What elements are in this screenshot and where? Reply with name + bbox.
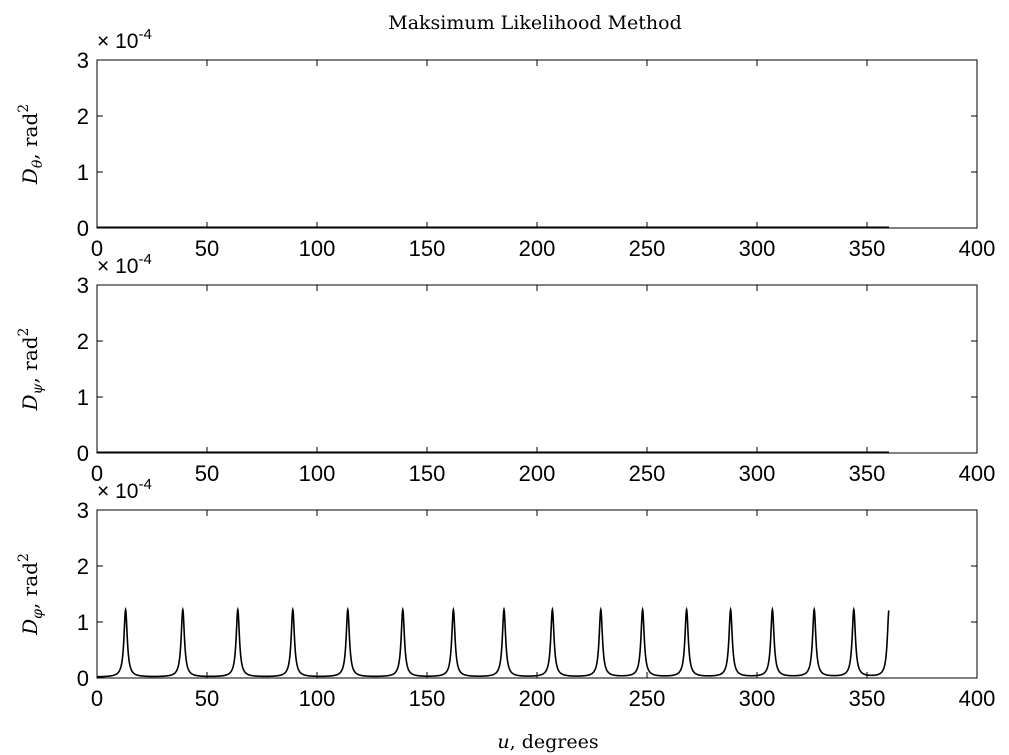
y-axis-label-symbol: D (18, 168, 42, 185)
series-line (97, 606, 890, 678)
y-tick-label: 1 (77, 385, 89, 410)
x-axis-label: u, degrees (497, 731, 598, 753)
y-axis-label-symbol: D (18, 619, 42, 636)
y-exponent-base: × 10 (97, 30, 138, 53)
y-axis-label-subscript: ψ (30, 382, 46, 394)
x-tick-label: 100 (299, 461, 336, 486)
x-tick-label: 200 (519, 461, 556, 486)
x-tick-label: 250 (629, 686, 666, 711)
x-tick-label: 300 (739, 686, 776, 711)
y-axis-label: Dφ, rad2 (16, 553, 46, 636)
x-tick-label: 250 (629, 236, 666, 261)
x-tick-label: 350 (849, 236, 886, 261)
panel-2: 0 50 100 150 200 250 300 350 400 0 1 2 3 × 10-4 Dψ, ra… (16, 251, 995, 486)
y-tick-label: 0 (77, 666, 89, 691)
x-tick-label: 200 (519, 236, 556, 261)
x-tick-label: 400 (959, 461, 996, 486)
x-tick-label: 400 (959, 236, 996, 261)
y-axis-label-unit: , rad (18, 562, 42, 609)
x-tick-label: 0 (91, 236, 103, 261)
y-axis-label-symbol: D (18, 394, 42, 411)
y-axis-label: Dψ, rad2 (16, 328, 46, 412)
y-axis-label-exp: 2 (16, 553, 32, 562)
y-tick-label: 3 (77, 498, 89, 523)
y-exponent-label: × 10-4 (97, 26, 152, 53)
x-tick-label: 150 (409, 686, 446, 711)
y-exponent-base: × 10 (97, 480, 138, 503)
y-axis-label-exp: 2 (16, 104, 32, 113)
y-tick-label: 3 (77, 273, 89, 298)
x-tick-label: 150 (409, 461, 446, 486)
x-tick-label: 300 (739, 236, 776, 261)
x-tick-label: 200 (519, 686, 556, 711)
y-tick-label: 2 (77, 554, 89, 579)
plot-area (96, 509, 978, 679)
x-tick-label: 50 (195, 461, 219, 486)
y-axis-label-unit: , rad (18, 113, 42, 160)
x-tick-label: 150 (409, 236, 446, 261)
y-exponent-power: -4 (138, 251, 151, 268)
chart-title: Maksimum Likelihood Method (388, 12, 682, 34)
y-tick-label: 2 (77, 104, 89, 129)
plot-lines (97, 606, 890, 678)
y-exponent-label: × 10-4 (97, 476, 152, 503)
x-tick-label: 350 (849, 461, 886, 486)
x-tick-label: 250 (629, 461, 666, 486)
plot-area (96, 59, 978, 229)
y-tick-label: 1 (77, 610, 89, 635)
x-tick-label: 100 (299, 686, 336, 711)
y-exponent-power: -4 (138, 26, 151, 43)
x-axis-label-text: u, degrees (497, 731, 598, 753)
x-tick-label: 50 (195, 686, 219, 711)
y-tick-label: 0 (77, 441, 89, 466)
x-tick-label: 0 (91, 461, 103, 486)
y-axis-label-unit: , rad (18, 336, 42, 383)
y-tick-label: 0 (77, 216, 89, 241)
x-tick-label: 350 (849, 686, 886, 711)
x-tick-label: 100 (299, 236, 336, 261)
y-exponent-label: × 10-4 (97, 251, 152, 278)
y-axis-label: Dθ, rad2 (16, 104, 46, 185)
y-exponent-base: × 10 (97, 255, 138, 278)
x-tick-label: 0 (91, 686, 103, 711)
y-tick-label: 1 (77, 160, 89, 185)
x-tick-label: 50 (195, 236, 219, 261)
x-tick-label: 300 (739, 461, 776, 486)
panel-1: 0 50 100 150 200 250 300 350 400 0 1 2 3 × 10-4 Dθ, ra… (16, 26, 995, 261)
y-exponent-power: -4 (138, 476, 151, 493)
y-axis-label-subscript: θ (30, 159, 46, 168)
plot-area (96, 284, 978, 454)
x-tick-label: 400 (959, 686, 996, 711)
y-tick-label: 3 (77, 48, 89, 73)
y-tick-label: 2 (77, 329, 89, 354)
y-axis-label-subscript: φ (30, 609, 46, 619)
y-axis-label-exp: 2 (16, 328, 32, 337)
panel-3: 0 50 100 150 200 250 300 350 400 0 1 2 3 × 10-4 Dφ, ra… (16, 476, 995, 711)
